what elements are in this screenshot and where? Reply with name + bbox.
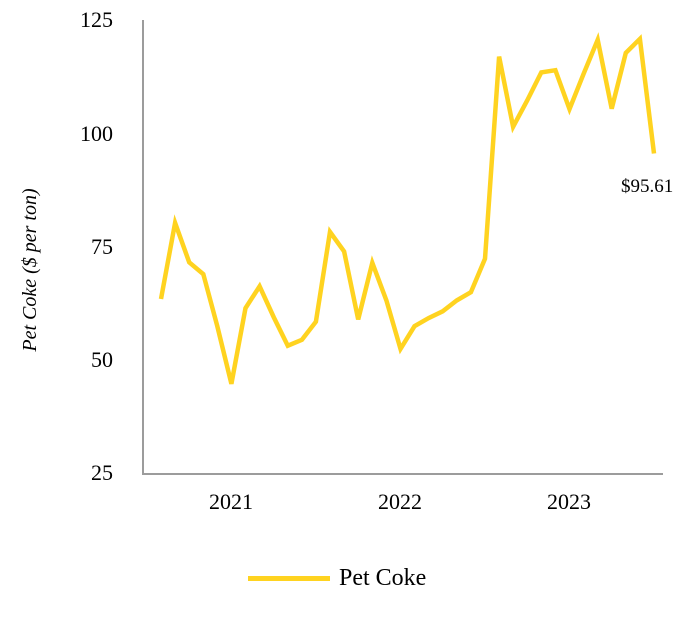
y-tick-label-25: 25 bbox=[91, 460, 113, 485]
legend: Pet Coke bbox=[248, 560, 426, 596]
x-axis-line bbox=[142, 473, 663, 475]
legend-series-label: Pet Coke bbox=[339, 565, 427, 591]
y-tick-label-125: 125 bbox=[80, 7, 113, 32]
x-tick-label-2023: 2023 bbox=[547, 489, 591, 514]
y-tick-label-100: 100 bbox=[80, 121, 113, 146]
y-axis-line bbox=[142, 20, 144, 474]
last-value-label: $95.61 bbox=[621, 176, 674, 197]
x-tick-label-2022: 2022 bbox=[378, 489, 422, 514]
y-tick-label-50: 50 bbox=[91, 347, 113, 372]
legend-line-swatch bbox=[248, 575, 330, 581]
y-tick-label-75: 75 bbox=[91, 234, 113, 259]
x-tick-label-2021: 2021 bbox=[209, 489, 253, 514]
